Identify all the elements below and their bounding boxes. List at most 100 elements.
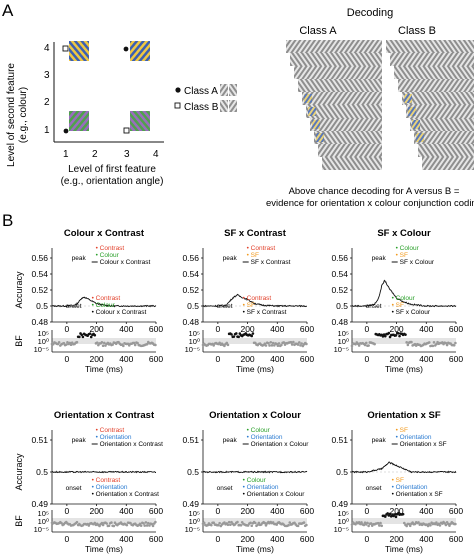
bf-band <box>203 518 307 524</box>
bf-tick-label: 10⁰ <box>338 517 349 526</box>
bf-x-tick-label: 600 <box>449 534 463 544</box>
bf-point <box>271 341 275 345</box>
bf-point <box>93 521 97 525</box>
bf-x-tick-label: 600 <box>149 534 163 544</box>
stimulus-colour-patch <box>308 107 316 116</box>
class-a-marker <box>123 46 129 52</box>
bf-point <box>270 344 274 347</box>
legend-class-b-marker <box>174 102 181 109</box>
x-tick-label: 400 <box>419 324 433 334</box>
legend-class-b-swatch <box>229 100 237 112</box>
bf-point <box>101 523 105 527</box>
legend-peak-1: Contrast <box>100 245 125 252</box>
stimulus-row <box>402 92 474 105</box>
x-tick-label: 200 <box>240 324 254 334</box>
bf-point <box>102 341 106 345</box>
bf-point <box>282 341 286 344</box>
bf-point <box>236 520 239 524</box>
legend-peak-1: SF <box>400 427 408 434</box>
class-a-marker <box>63 128 69 134</box>
legend-peak-3: Orientation x SF <box>400 441 447 448</box>
bf-point <box>277 342 281 345</box>
legend-peak-1: Contrast <box>100 427 125 434</box>
peak-label: peak <box>72 255 87 262</box>
legend-onset-2: SF <box>247 302 255 309</box>
bf-point <box>232 335 236 338</box>
bf-point <box>234 332 238 335</box>
bf-x-tick-label: 200 <box>240 534 254 544</box>
legend-peak-2: SF <box>251 252 259 259</box>
legend-peak-2: SF <box>400 252 408 259</box>
stimulus-colour-patch <box>412 120 420 129</box>
subplot-title: Colour x Contrast <box>64 228 145 239</box>
stimulus-class-a <box>69 111 89 131</box>
x-axis-label: Time (ms) <box>385 544 423 554</box>
bf-point <box>122 344 125 348</box>
caption-line-1: Above chance decoding for A versus B = <box>289 186 460 197</box>
bf-x-tick-label: 0 <box>364 534 369 544</box>
bf-band <box>352 338 456 344</box>
bf-point <box>218 341 221 345</box>
accuracy-y-label: Accuracy <box>14 453 24 491</box>
legend-peak-2: Orientation <box>100 434 132 441</box>
bf-point <box>87 524 91 527</box>
y-tick-label: 0.52 <box>331 285 348 295</box>
stimulus-colour-patch <box>304 94 312 103</box>
bf-x-tick-label: 400 <box>119 354 133 364</box>
bf-point <box>378 524 381 527</box>
stimulus-row <box>306 105 382 118</box>
bf-point <box>431 344 435 348</box>
bf-point <box>299 344 302 347</box>
stimulus-colour-patch <box>404 94 412 103</box>
legend-dot-1: • <box>392 295 395 302</box>
bf-point <box>256 523 259 527</box>
panel-a: A Level of second feature (e.g., colour)… <box>2 1 474 209</box>
onset-label: onset <box>217 485 233 492</box>
bf-point <box>435 521 438 524</box>
x-tick-label: 600 <box>300 506 314 516</box>
bf-tick-label: 10⁵ <box>38 509 49 518</box>
legend-dot-1: • <box>247 427 250 434</box>
bf-point <box>288 521 292 524</box>
bf-x-tick-label: 200 <box>89 354 103 364</box>
legend-dot-2: • <box>247 252 250 259</box>
bf-point <box>452 343 456 347</box>
legend-dot-2: • <box>243 484 246 491</box>
bf-point <box>144 521 148 524</box>
bf-tick-label: 10⁻⁵ <box>334 525 349 534</box>
bf-point <box>269 340 273 344</box>
legend-dot-3: • <box>392 491 395 498</box>
x-tick: 4 <box>153 149 159 160</box>
bf-point <box>226 343 230 347</box>
y-tick-label: 0.51 <box>182 435 199 445</box>
accuracy-line <box>51 296 157 308</box>
stimulus-class-b <box>69 41 89 61</box>
y-axis-label-sub: (e.g., colour) <box>18 87 29 143</box>
bf-point <box>406 343 410 347</box>
onset-label: onset <box>217 303 233 310</box>
bf-x-tick-label: 600 <box>449 354 463 364</box>
bf-point <box>379 521 382 525</box>
bf-point <box>350 344 354 348</box>
y-tick-label: 0.56 <box>331 253 348 263</box>
bf-point <box>405 524 408 528</box>
onset-label: onset <box>66 303 82 310</box>
bf-point <box>133 343 137 347</box>
x-axis-label: Time (ms) <box>236 364 274 374</box>
bf-point <box>212 521 215 525</box>
bf-point <box>369 522 373 525</box>
bf-tick-label: 10⁵ <box>338 509 349 518</box>
legend-dot-1: • <box>243 477 246 484</box>
bf-x-tick-label: 200 <box>389 354 403 364</box>
bf-point <box>417 521 420 524</box>
legend-peak-1: Colour <box>400 245 420 252</box>
stimulus-class-b <box>130 111 150 131</box>
bf-point <box>151 524 155 528</box>
stimulus-row <box>318 144 382 157</box>
legend-class-a-swatch <box>229 84 237 96</box>
bf-point <box>250 334 254 338</box>
bf-point <box>230 333 233 336</box>
stimulus-row <box>290 53 382 66</box>
bf-x-tick-label: 400 <box>119 534 133 544</box>
bf-tick-label: 10⁻⁵ <box>334 345 349 354</box>
